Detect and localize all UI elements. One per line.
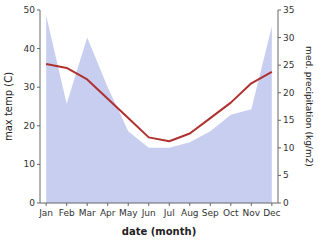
- y-tick-label: 30: [24, 82, 36, 92]
- y-tick-label: 10: [24, 159, 36, 169]
- y2-tick: [278, 203, 281, 204]
- x-axis-line: [40, 203, 278, 204]
- y-tick: [37, 10, 40, 11]
- y2-tick: [278, 92, 281, 93]
- x-tick-label: Jul: [163, 208, 175, 218]
- y-axis-label: max temp (C): [3, 72, 14, 141]
- x-axis-label: date (month): [122, 226, 196, 237]
- y2-tick: [278, 10, 281, 11]
- y2-tick: [278, 120, 281, 121]
- x-tick: [87, 203, 88, 206]
- x-tick-label: Nov: [243, 208, 261, 218]
- x-tick-label: Aug: [181, 208, 199, 218]
- x-tick: [189, 203, 190, 206]
- x-tick: [169, 203, 170, 206]
- y2-tick-label: 0: [283, 198, 289, 208]
- x-tick-label: Mar: [79, 208, 96, 218]
- y-tick: [37, 164, 40, 165]
- x-tick: [230, 203, 231, 206]
- x-tick: [210, 203, 211, 206]
- y2-tick-label: 5: [283, 170, 289, 180]
- y-tick-label: 50: [24, 5, 36, 15]
- y2-tick-label: 20: [283, 88, 295, 98]
- x-tick: [107, 203, 108, 206]
- page: {"chart_data": {"type": "line", "xlabel"…: [0, 0, 318, 247]
- x-tick: [66, 203, 67, 206]
- y2-tick-label: 25: [283, 60, 294, 70]
- y-tick-label: 40: [24, 44, 36, 54]
- x-tick: [128, 203, 129, 206]
- y2-axis-line: [278, 10, 279, 203]
- x-tick-label: Jan: [38, 208, 53, 218]
- x-tick: [251, 203, 252, 206]
- y2-axis-label: med. precipitation (kg/m2): [304, 46, 314, 167]
- chart-container: JanFebMarAprMayJunJulAugSepOctNovDec0102…: [0, 0, 318, 247]
- y2-tick: [278, 147, 281, 148]
- y2-tick: [278, 65, 281, 66]
- y2-tick: [278, 175, 281, 176]
- y2-tick-label: 35: [283, 5, 294, 15]
- y-tick-label: 0: [29, 198, 35, 208]
- x-tick-label: Apr: [100, 208, 116, 218]
- y2-tick-label: 30: [283, 33, 295, 43]
- x-tick-label: Feb: [59, 208, 75, 218]
- y-tick: [37, 48, 40, 49]
- y-tick: [37, 87, 40, 88]
- plot-area: [46, 16, 272, 203]
- x-tick-label: Dec: [263, 208, 280, 218]
- y-tick: [37, 125, 40, 126]
- chart: JanFebMarAprMayJunJulAugSepOctNovDec0102…: [0, 0, 318, 247]
- temp-line: [46, 64, 272, 141]
- y2-tick-label: 10: [283, 143, 295, 153]
- x-tick: [46, 203, 47, 206]
- x-tick-label: Oct: [223, 208, 239, 218]
- x-tick: [271, 203, 272, 206]
- x-tick-label: Jun: [141, 208, 156, 218]
- y-tick: [37, 203, 40, 204]
- y-tick-label: 20: [24, 121, 36, 131]
- x-tick: [148, 203, 149, 206]
- y2-tick: [278, 37, 281, 38]
- y2-tick-label: 15: [283, 115, 294, 125]
- y-axis-line: [40, 10, 41, 203]
- x-tick-label: May: [119, 208, 138, 218]
- x-tick-label: Sep: [202, 208, 219, 218]
- precip-area: [46, 16, 272, 203]
